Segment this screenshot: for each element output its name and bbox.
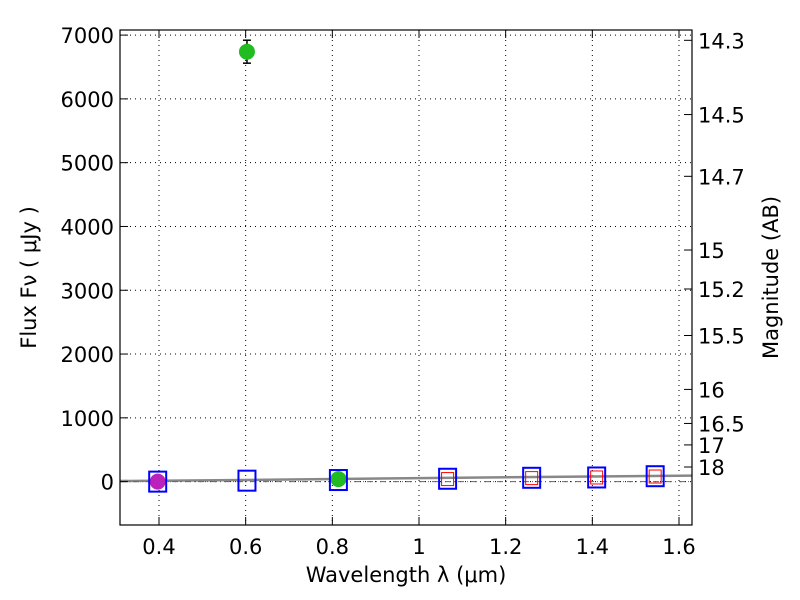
y-tick-label: 4000 [61,215,114,239]
x-tick-label: 1 [412,535,425,559]
model-blue-point [438,467,458,490]
model-red-point [441,472,455,487]
mag-tick-label: 14.5 [698,104,745,128]
x-tick-label: 1.6 [662,535,695,559]
y2-axis-title: Magnitude (AB) [759,196,783,359]
mag-tick-label: 17 [698,434,725,458]
mag-tick-label: 16.5 [698,412,745,436]
observed-green-point [330,471,347,488]
ticks [120,30,692,525]
model-red-point [590,470,604,485]
data-points [148,39,665,493]
y-tick-label: 0 [101,471,114,495]
y-tick-label: 5000 [61,152,114,176]
sed-model-line [119,474,693,483]
mag-tick-label: 14.3 [698,29,745,53]
x-tick-label: 0.8 [316,535,349,559]
y-axis-title: Flux Fν ( μJy ) [17,206,41,349]
model-blue-point [522,466,542,489]
y-tick-label: 3000 [61,279,114,303]
model-red-point [648,469,662,484]
mag-tick-label: 14.7 [698,165,745,189]
observed-green-point [238,43,255,60]
model-lines [119,474,693,483]
y-tick-label: 7000 [61,24,114,48]
tick-labels: 0.4 0.6 0.8 1 1.2 1.4 1.6 0 1000 2000 3000 4000 5000… [61,24,745,559]
grid [120,30,692,525]
x-tick-label: 0.4 [142,535,175,559]
model-blue-point [587,466,607,489]
model-red-point [525,471,539,486]
model-blue-point [148,470,168,493]
observed-magenta-point [149,473,166,490]
y-tick-label: 1000 [61,407,114,431]
x-tick-label: 1.2 [489,535,522,559]
mag-tick-label: 15.2 [698,278,745,302]
model-blue-point [237,469,257,492]
model-blue-point [328,469,348,492]
mag-tick-label: 16 [698,378,725,402]
mag-tick-label: 18 [698,456,725,480]
x-axis-title: Wavelength λ (μm) [306,563,507,587]
model-blue-point [645,465,665,488]
mag-tick-label: 15.5 [698,324,745,348]
x-tick-label: 1.4 [576,535,609,559]
mag-tick-label: 15 [698,239,725,263]
x-tick-label: 0.6 [229,535,262,559]
y-tick-label: 6000 [61,88,114,112]
y-tick-label: 2000 [61,343,114,367]
plot-frame [119,29,693,526]
